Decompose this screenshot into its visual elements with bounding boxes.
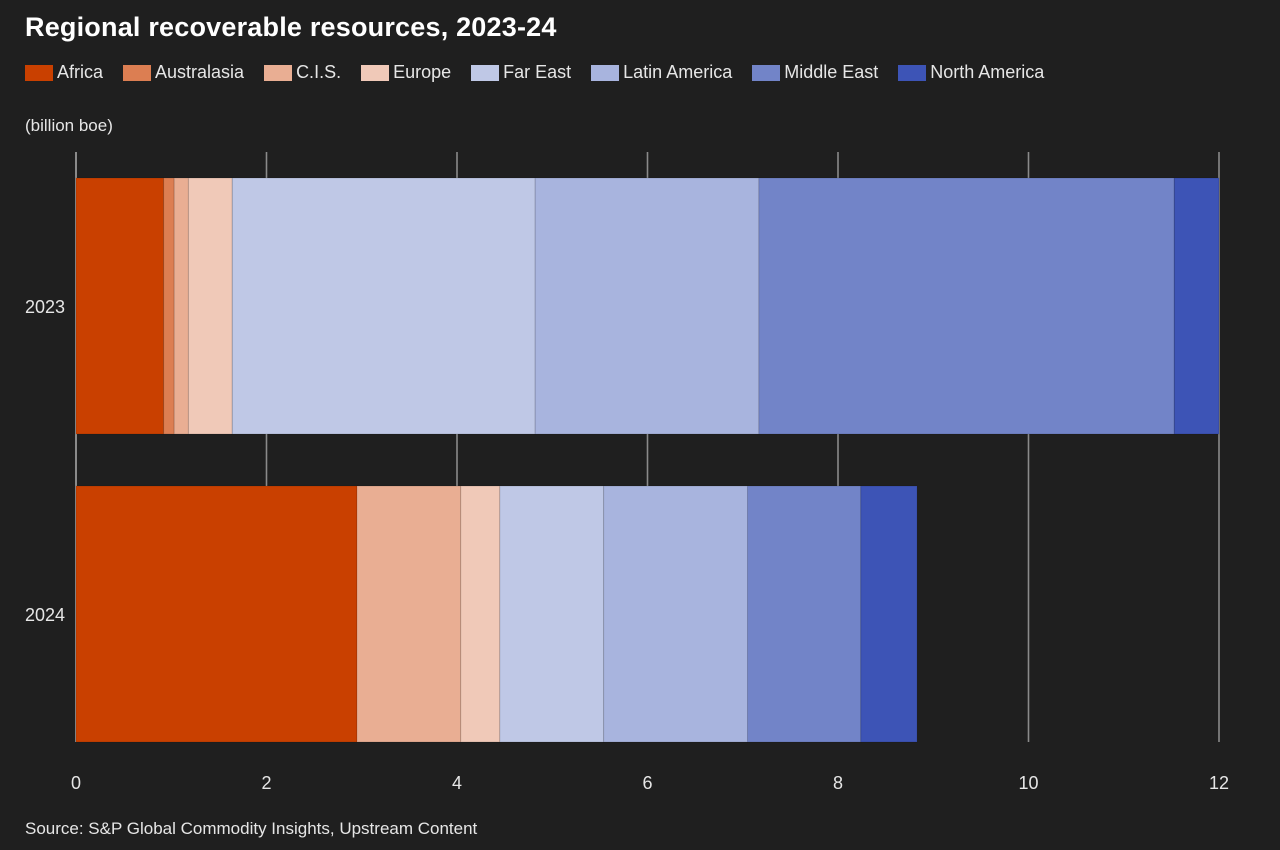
- legend-swatch: [898, 64, 927, 81]
- x-tick-label: 0: [71, 773, 81, 793]
- legend-item: Far East: [471, 62, 571, 83]
- category-label: 2023: [25, 297, 65, 317]
- bar-segment: [534, 177, 760, 435]
- x-tick-label: 8: [833, 773, 843, 793]
- x-tick-label: 2: [261, 773, 271, 793]
- x-tick-label: 6: [642, 773, 652, 793]
- x-tick-label: 10: [1018, 773, 1038, 793]
- bar-segment: [231, 177, 536, 435]
- legend-swatch: [25, 64, 53, 81]
- bar-segment: [75, 177, 165, 435]
- legend-item: Latin America: [591, 62, 732, 83]
- legend-swatch: [361, 64, 390, 81]
- legend-label: C.I.S.: [296, 62, 342, 82]
- legend-swatch: [123, 64, 152, 81]
- legend-item: C.I.S.: [264, 62, 341, 83]
- legend-label: Far East: [503, 62, 572, 82]
- bar-segment: [187, 177, 233, 435]
- legend-item: Africa: [25, 62, 103, 83]
- chart-title: Regional recoverable resources, 2023-24: [25, 12, 557, 42]
- axis-layer: 2023 2024 0 2 4 6 8 10 12: [25, 297, 1229, 793]
- x-tick-label: 4: [452, 773, 462, 793]
- bar-segment: [499, 485, 605, 743]
- legend-item: Middle East: [752, 62, 878, 83]
- bar-segment: [860, 485, 918, 743]
- legend: Africa Australasia C.I.S. Europe Far East Lat…: [25, 62, 1064, 83]
- bar-segment: [460, 485, 501, 743]
- legend-label: Europe: [393, 62, 452, 82]
- legend-item: North America: [898, 62, 1044, 83]
- legend-item: Europe: [361, 62, 451, 83]
- x-tick-label: 12: [1209, 773, 1229, 793]
- bar-segment: [163, 177, 175, 435]
- legend-swatch: [591, 64, 620, 81]
- bar-segment: [356, 485, 462, 743]
- legend-label: North America: [930, 62, 1045, 82]
- legend-swatch: [752, 64, 781, 81]
- legend-label: Latin America: [623, 62, 733, 82]
- legend-swatch: [264, 64, 293, 81]
- legend-item: Australasia: [123, 62, 244, 83]
- unit-label: (billion boe): [25, 116, 113, 135]
- bar-segment: [75, 485, 358, 743]
- source-note: Source: S&P Global Commodity Insights, U…: [25, 819, 478, 838]
- bar-segment: [758, 177, 1175, 435]
- bar-layer: [75, 177, 1220, 743]
- legend-label: Middle East: [784, 62, 879, 82]
- category-label: 2024: [25, 605, 65, 625]
- bar-segment: [173, 177, 189, 435]
- bar-segment: [1173, 177, 1220, 435]
- bar-segment: [747, 485, 862, 743]
- legend-swatch: [471, 64, 500, 81]
- legend-label: Australasia: [155, 62, 245, 82]
- legend-label: Africa: [57, 62, 104, 82]
- bar-segment: [603, 485, 749, 743]
